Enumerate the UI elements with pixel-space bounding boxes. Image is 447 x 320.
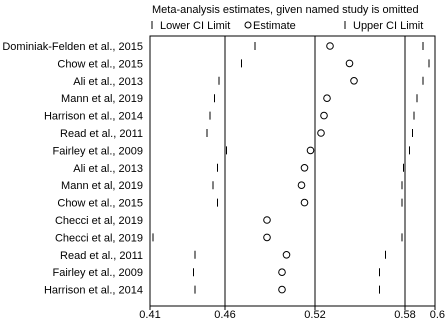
legend-estimate-label: Estimate <box>253 20 296 32</box>
estimate-point <box>263 216 271 224</box>
study-row: Harrison et al., 2014 <box>44 285 380 297</box>
study-label: Fairley et al., 2009 <box>53 267 144 279</box>
study-row: Read et al., 2011 <box>60 128 413 140</box>
x-tick-label: 0.41 <box>139 309 160 320</box>
legend-upper-label: Upper CI Limit <box>353 20 423 32</box>
x-tick-label: 0.52 <box>304 309 325 320</box>
study-row: Ali et al., 2013 <box>73 76 424 88</box>
estimate-point <box>317 129 325 137</box>
study-label: Mann et al, 2019 <box>61 93 143 105</box>
x-tick-label: 0.6 <box>430 309 445 320</box>
study-row: Fairley et al., 2009 <box>53 267 380 279</box>
study-label: Harrison et al., 2014 <box>44 285 143 297</box>
legend-lower-label: Lower CI Limit <box>160 20 230 32</box>
study-row: Fairley et al., 2009 <box>53 145 410 157</box>
study-label: Ali et al., 2013 <box>73 163 143 175</box>
x-tick-label: 0.58 <box>394 309 415 320</box>
study-label: Harrison et al., 2014 <box>44 111 143 123</box>
study-row: Chow et al., 2015 <box>57 58 430 70</box>
estimate-point <box>323 94 331 102</box>
plot-frame <box>149 35 436 307</box>
estimate-point <box>300 164 309 172</box>
estimate-point <box>306 146 315 155</box>
reference-lines <box>224 36 406 306</box>
study-row: Mann et al, 2019 <box>61 93 418 105</box>
estimate-point <box>300 198 309 207</box>
study-label: Read et al., 2011 <box>60 128 143 140</box>
study-label: Chow et al., 2015 <box>57 58 143 70</box>
estimate-point <box>297 181 306 189</box>
estimate-point <box>278 268 286 277</box>
study-label: Mann et al, 2019 <box>61 180 143 192</box>
estimate-point <box>326 42 334 50</box>
study-row: Checci et al, 2019 <box>55 215 406 227</box>
x-axis: 0.41 0.46 0.52 0.58 0.6 <box>139 306 445 320</box>
study-row: Checci et al, 2019 <box>55 232 403 244</box>
study-row: Dominiak-Felden et al., 2015 <box>2 41 424 53</box>
study-label: Fairley et al., 2009 <box>53 145 144 157</box>
study-label: Checci et al, 2019 <box>55 232 143 244</box>
study-row: Mann et al, 2019 <box>61 180 403 192</box>
study-row: Read et al., 2011 <box>60 250 386 262</box>
study-label: Read et al., 2011 <box>60 250 143 262</box>
study-label: Dominiak-Felden et al., 2015 <box>2 41 143 53</box>
study-rows: Dominiak-Felden et al., 2015 Chow et al.,… <box>2 41 430 297</box>
legend: Lower CI Limit Estimate Upper CI Limit <box>151 20 423 32</box>
study-label: Checci et al, 2019 <box>55 215 143 227</box>
study-row: Harrison et al., 2014 <box>44 111 415 123</box>
estimate-point <box>320 111 328 120</box>
estimate-point <box>350 77 358 85</box>
study-row: Chow et al., 2015 <box>57 198 403 210</box>
study-row: Ali et al., 2013 <box>73 163 404 175</box>
estimate-point <box>278 285 286 294</box>
legend-estimate-marker <box>244 21 252 29</box>
estimate-point <box>345 59 354 68</box>
estimate-point <box>282 251 291 259</box>
estimate-point <box>263 233 271 242</box>
study-label: Ali et al., 2013 <box>73 76 143 88</box>
x-tick-label: 0.46 <box>214 309 235 320</box>
study-label: Chow et al., 2015 <box>57 198 143 210</box>
chart-title: Meta-analysis estimates, given named stu… <box>152 4 419 16</box>
